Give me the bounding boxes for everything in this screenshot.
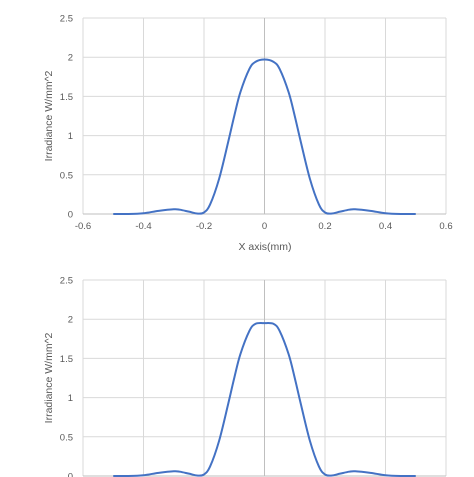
irradiance-chart-bottom: 0 0.5 1 1.5 2 2.5 Irradiance W/mm^2 [43,276,447,477]
y-tick-label: 2.5 [60,276,73,287]
y-tick-label: 0 [68,210,73,221]
y-tick-label: 1 [68,393,73,404]
irradiance-chart-top: 0 0.5 1 1.5 2 2.5 -0.6 -0.4 -0.2 0 0.2 0.4 0.6 Irrad… [43,14,453,254]
x-tick-label: -0.4 [135,221,151,232]
x-tick-label: -0.6 [75,221,91,232]
x-tick-label: 0.4 [379,221,392,232]
x-tick-label: 0 [262,221,267,232]
y-tick-label: 2 [68,53,73,64]
y-tick-label: 2 [68,315,73,326]
y-tick-label: 1.5 [60,354,73,365]
y-tick-label: 0 [68,472,73,477]
series-line [113,322,416,477]
x-axis-label: X axis(mm) [238,241,291,253]
x-tick-label: 0.2 [318,221,331,232]
y-tick-label: 1.5 [60,92,73,103]
y-axis-label: Irradiance W/mm^2 [43,332,55,423]
y-tick-label: 0.5 [60,170,73,181]
y-axis-label: Irradiance W/mm^2 [43,70,55,161]
y-tick-label: 1 [68,131,73,142]
series-line [113,58,416,216]
x-tick-label: -0.2 [196,221,212,232]
y-tick-label: 0.5 [60,432,73,443]
y-tick-label: 2.5 [60,14,73,25]
x-tick-label: 0.6 [439,221,452,232]
